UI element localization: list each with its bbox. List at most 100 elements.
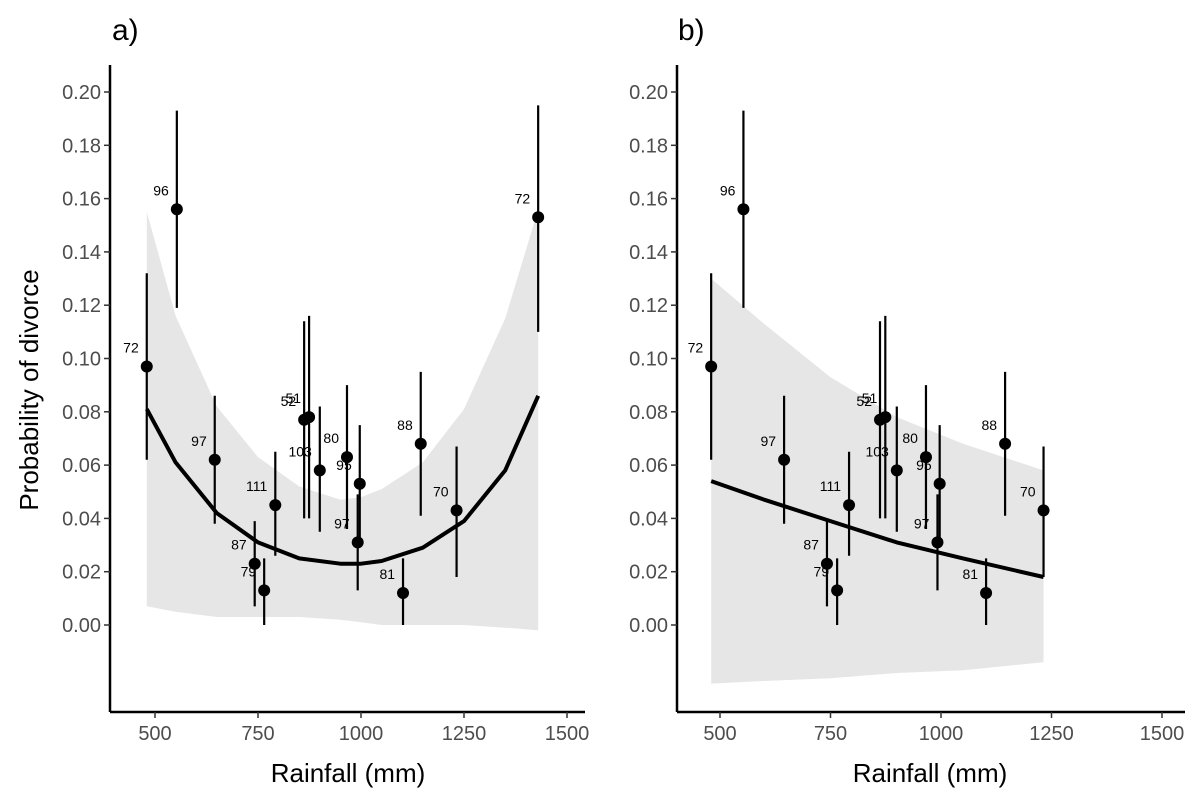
panel-a-label: a)	[112, 14, 139, 47]
panel-a-y-tick-label: 0.20	[62, 82, 101, 104]
panel-a-data-point	[351, 536, 364, 549]
panel-a-y-tick-label: 0.06	[62, 455, 101, 477]
panel-b-y-tick-label: 0.12	[629, 295, 668, 317]
panel-b-y-tick-label: 0.00	[629, 615, 668, 637]
panel-b-x-axis-title: Rainfall (mm)	[853, 758, 1008, 788]
panel-b-y-tick-label: 0.16	[629, 189, 668, 211]
panel-a-data-point	[340, 451, 353, 464]
panel-b-x-tick-label: 1250	[1029, 723, 1074, 745]
panel-a-point-label: 111	[246, 478, 267, 494]
panel-b-point-label: 97	[914, 515, 930, 531]
panel-a-y-tick-label: 0.08	[62, 402, 101, 424]
panel-b-data-point	[879, 411, 892, 424]
panel-b-point-label: 95	[916, 457, 932, 473]
panel-b-y-tick-label: 0.04	[629, 508, 668, 530]
panel-b-point-label: 72	[688, 339, 704, 355]
panel-a-y-tick-label: 0.12	[62, 295, 101, 317]
panel-b-data-point	[1037, 504, 1050, 517]
panel-b-data-point	[778, 453, 791, 466]
panel-a-fit-line	[145, 394, 541, 566]
panel-b-data-point	[919, 451, 932, 464]
panel-a-confidence-band	[146, 209, 539, 631]
panel-b-y-tick-label: 0.18	[629, 135, 668, 157]
panel-a-y-tick-label: 0.18	[62, 135, 101, 157]
panel-a-x-tick-label: 1250	[442, 723, 487, 745]
panel-a-data-point	[450, 504, 463, 517]
panel-b-point-label: 88	[982, 417, 998, 433]
panel-a-data-point	[258, 584, 271, 597]
panel-a-point-label: 96	[153, 182, 169, 198]
panel-b-point-label: 87	[803, 537, 819, 553]
panel-a-x-tick-label: 750	[241, 723, 274, 745]
panel-a-point-label: 52	[281, 393, 297, 409]
panel-a-x-tick-label: 1000	[339, 723, 384, 745]
panel-a-data-point	[269, 499, 282, 512]
panel-a: a) Rainfall (mm) Probability of divorce …	[14, 14, 589, 788]
panel-a-point-label: 51	[286, 390, 302, 406]
panel-a-point-label: 87	[231, 537, 247, 553]
panel-b-data-point	[705, 360, 718, 373]
panel-a-y-tick-label: 0.16	[62, 189, 101, 211]
panel-b-data-point	[831, 584, 844, 597]
panel-b-data-point	[820, 557, 833, 570]
panel-b-data-point	[999, 437, 1012, 450]
panel-a-y-tick-label: 0.14	[62, 242, 101, 264]
panel-b-y-tick-label: 0.08	[629, 402, 668, 424]
panel-b-x-tick-label: 500	[703, 723, 736, 745]
panel-b-data-point	[931, 536, 944, 549]
panel-b: b) Rainfall (mm) 0.00 0.02 0.04 0.06 0.08 0.1…	[629, 14, 1185, 788]
panel-a-point-label: 103	[288, 443, 312, 459]
panel-b-point-label: 51	[862, 390, 878, 406]
panel-a-point-label: 70	[433, 483, 449, 499]
panel-a-y-tick-label: 0.10	[62, 349, 101, 371]
panel-a-data-point	[140, 360, 153, 373]
panel-b-y-tick-label: 0.14	[629, 242, 668, 264]
panel-b-x-tick-label: 1500	[1140, 723, 1185, 745]
panel-b-data-point	[980, 587, 993, 600]
panel-a-point-label: 79	[241, 563, 257, 579]
panel-b-point-label: 80	[902, 430, 918, 446]
panel-b-point-label: 52	[856, 393, 872, 409]
panel-a-data-point	[397, 587, 410, 600]
panel-a-point-label: 72	[123, 339, 139, 355]
panel-b-point-label: 70	[1020, 483, 1036, 499]
panel-a-point-label: 95	[336, 457, 352, 473]
panel-b-x-tick-label: 1000	[919, 723, 964, 745]
panel-a-x-tick-label: 500	[138, 723, 171, 745]
panel-a-y-tick-label: 0.00	[62, 615, 101, 637]
panel-a-y-axis-title: Probability of divorce	[14, 269, 44, 510]
panel-a-data-point	[208, 453, 221, 466]
panel-b-point-label: 97	[761, 433, 777, 449]
panel-a-y-tick-label: 0.04	[62, 508, 101, 530]
panel-a-data-point	[414, 437, 427, 450]
panel-a-data-point	[248, 557, 261, 570]
panel-b-data-point	[890, 464, 903, 477]
panel-b-y-tick-label: 0.02	[629, 562, 668, 584]
panel-b-y-tick-label: 0.06	[629, 455, 668, 477]
panel-a-data-point	[303, 411, 316, 424]
panel-b-point-label: 96	[720, 182, 736, 198]
panel-b-fit-line	[710, 479, 1044, 579]
panel-a-x-axis-title: Rainfall (mm)	[271, 758, 426, 788]
panel-b-x-tick-label: 750	[814, 723, 847, 745]
panel-a-data-point	[532, 211, 545, 224]
panel-a-x-tick-label: 1500	[545, 723, 590, 745]
panel-a-y-tick-label: 0.02	[62, 562, 101, 584]
panel-a-data-point	[170, 203, 183, 216]
panel-b-point-label: 79	[814, 563, 830, 579]
panel-b-y-tick-label: 0.20	[629, 82, 668, 104]
panel-b-confidence-band	[711, 278, 1044, 684]
panel-a-data-point	[353, 477, 366, 490]
panel-a-point-label: 97	[191, 433, 207, 449]
panel-b-label: b)	[678, 14, 705, 47]
panel-b-point-label: 111	[820, 478, 841, 494]
panel-b-data-point	[933, 477, 946, 490]
panel-a-point-label: 81	[379, 566, 395, 582]
panel-a-point-label: 80	[323, 430, 339, 446]
panel-b-data-point	[843, 499, 856, 512]
panel-b-point-label: 103	[865, 443, 889, 459]
panel-a-point-label: 72	[515, 190, 531, 206]
panel-b-y-tick-label: 0.10	[629, 349, 668, 371]
panel-b-point-label: 81	[963, 566, 979, 582]
